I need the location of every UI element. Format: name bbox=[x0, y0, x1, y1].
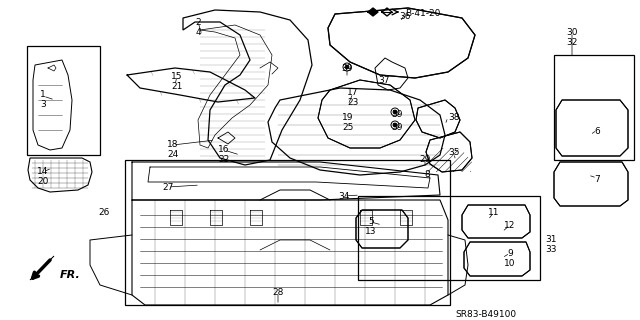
Text: 39: 39 bbox=[391, 123, 403, 132]
Text: 1
3: 1 3 bbox=[40, 90, 46, 109]
Text: 29: 29 bbox=[419, 155, 431, 164]
Text: 28: 28 bbox=[272, 288, 284, 297]
Polygon shape bbox=[368, 8, 378, 16]
Text: SR83-B49100: SR83-B49100 bbox=[455, 310, 516, 319]
Text: 31
33: 31 33 bbox=[545, 235, 557, 254]
Text: 19
25: 19 25 bbox=[342, 113, 354, 132]
Text: 36: 36 bbox=[399, 12, 411, 21]
Text: B-41-20: B-41-20 bbox=[405, 9, 440, 18]
Text: 39: 39 bbox=[391, 110, 403, 119]
Text: 18
24: 18 24 bbox=[167, 140, 179, 159]
Polygon shape bbox=[30, 256, 54, 280]
Text: 26: 26 bbox=[99, 208, 109, 217]
Text: 12: 12 bbox=[504, 221, 516, 230]
Text: 8: 8 bbox=[424, 170, 430, 179]
Text: 9
10: 9 10 bbox=[504, 249, 516, 268]
Bar bbox=[27, 46, 100, 155]
Text: FR.: FR. bbox=[60, 270, 81, 280]
Text: 15
21: 15 21 bbox=[172, 72, 183, 92]
Text: 34: 34 bbox=[339, 192, 349, 201]
Text: 5
13: 5 13 bbox=[365, 217, 377, 236]
Text: 2
4: 2 4 bbox=[195, 18, 201, 37]
Text: 6: 6 bbox=[594, 127, 600, 136]
Bar bbox=[358, 196, 540, 280]
Text: 30
32: 30 32 bbox=[566, 28, 578, 47]
Text: 38: 38 bbox=[448, 113, 460, 122]
Circle shape bbox=[393, 123, 397, 127]
Text: 39: 39 bbox=[341, 64, 353, 73]
Text: 14
20: 14 20 bbox=[37, 167, 49, 186]
Text: 17
23: 17 23 bbox=[348, 88, 359, 108]
Bar bbox=[554, 55, 634, 160]
Text: 11: 11 bbox=[488, 208, 500, 217]
Text: 27: 27 bbox=[163, 183, 173, 192]
Circle shape bbox=[393, 110, 397, 114]
Bar bbox=[125, 160, 450, 305]
Text: 7: 7 bbox=[594, 175, 600, 184]
Text: 35: 35 bbox=[448, 148, 460, 157]
Circle shape bbox=[345, 65, 349, 69]
Text: 16
22: 16 22 bbox=[218, 145, 230, 164]
Text: 37: 37 bbox=[378, 76, 390, 85]
